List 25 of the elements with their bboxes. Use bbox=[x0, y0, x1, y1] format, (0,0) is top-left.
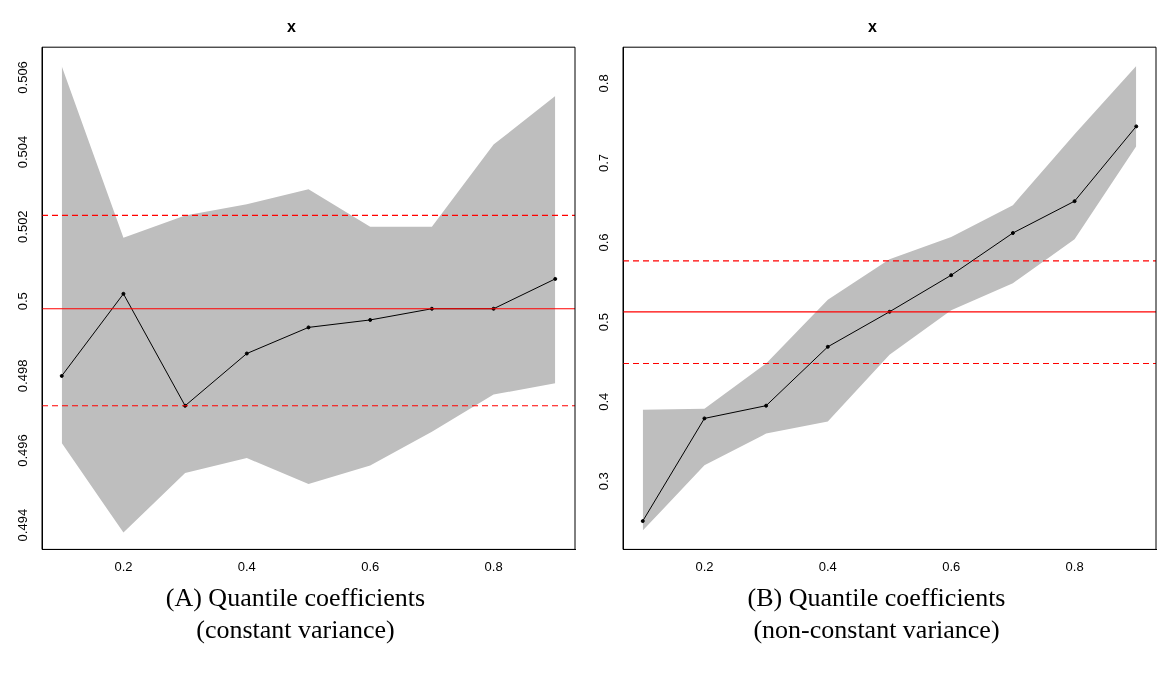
x-tick-label: 0.2 bbox=[695, 558, 714, 574]
x-tick-label: 0.2 bbox=[114, 558, 133, 574]
x-tick-label: 0.4 bbox=[237, 558, 256, 574]
x-tick-label: 0.8 bbox=[484, 558, 503, 574]
y-tick-label: 0.3 bbox=[596, 472, 612, 491]
y-tick-label: 0.5 bbox=[596, 313, 612, 332]
x-tick-label: 0.6 bbox=[942, 558, 961, 574]
y-tick-label: 0.504 bbox=[15, 135, 31, 169]
x-tick-label: 0.6 bbox=[361, 558, 380, 574]
text: (B) Quantile coefficients (non-constant variance) bbox=[746, 582, 1007, 646]
y-tick-label: 0.5 bbox=[15, 292, 31, 311]
y-tick-label: 0.494 bbox=[15, 508, 31, 542]
x-tick-label: 0.4 bbox=[818, 558, 837, 574]
y-tick-label: 0.498 bbox=[15, 359, 31, 393]
y-tick-label: 0.4 bbox=[596, 392, 612, 411]
x-tick-label: 0.8 bbox=[1065, 558, 1084, 574]
y-tick-label: 0.496 bbox=[15, 434, 31, 467]
y-tick-label: 0.8 bbox=[596, 74, 612, 93]
chart-title: x bbox=[868, 18, 878, 36]
y-tick-label: 0.502 bbox=[15, 210, 31, 243]
y-tick-label: 0.506 bbox=[15, 61, 31, 94]
chart-title: x bbox=[287, 18, 297, 36]
text: (A) Quantile coefficients (constant variance) bbox=[164, 582, 427, 646]
y-tick-label: 0.7 bbox=[596, 153, 612, 173]
y-tick-label: 0.6 bbox=[596, 233, 612, 252]
